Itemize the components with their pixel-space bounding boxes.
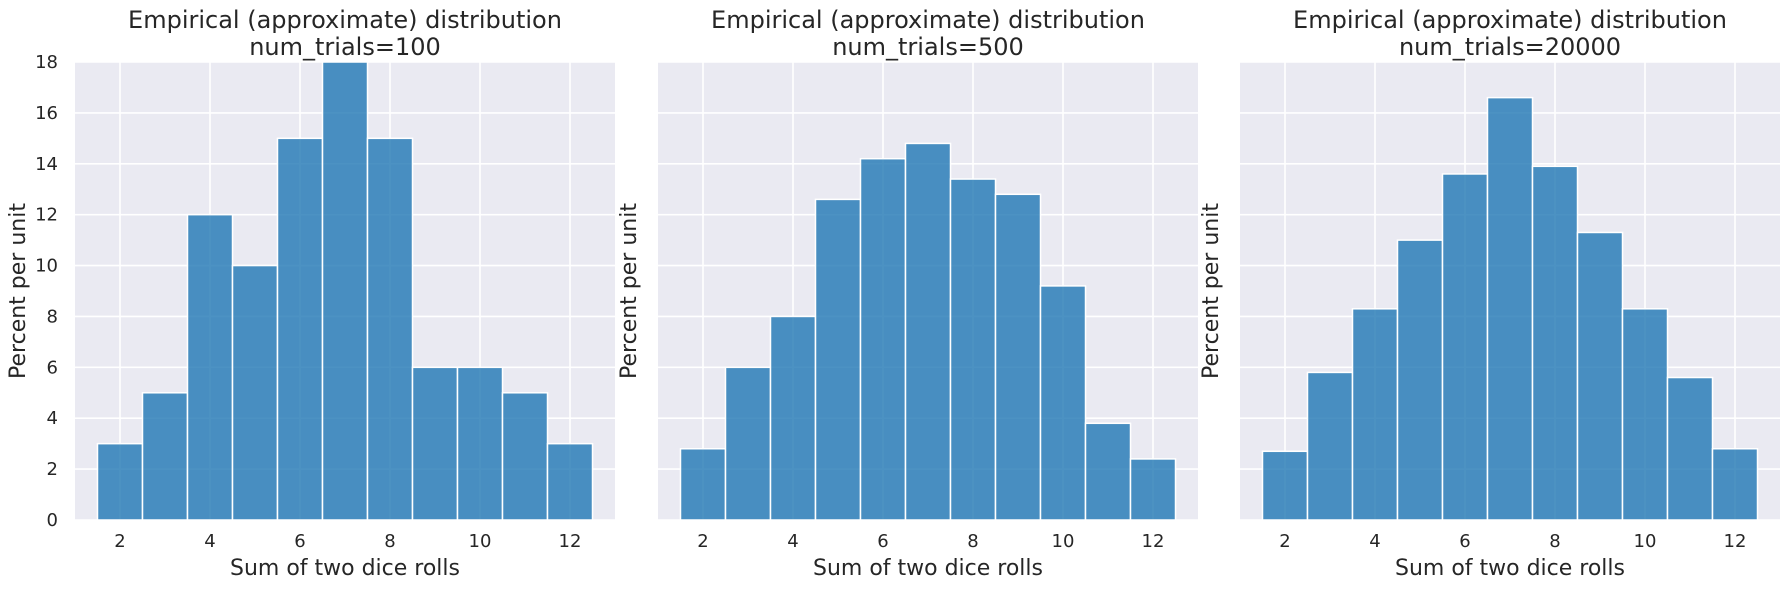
x-tick-label: 2 <box>1279 531 1290 552</box>
bar-8 <box>366 137 414 521</box>
x-axis-label: Sum of two dice rolls <box>813 556 1043 581</box>
bar-6 <box>276 137 324 521</box>
y-tick-label: 8 <box>47 306 58 327</box>
x-tick-label: 4 <box>787 531 798 552</box>
x-axis-label: Sum of two dice rolls <box>1395 556 1625 581</box>
bar-10 <box>1039 285 1087 521</box>
chart-panel-2: 2 4 6 8 10 12 Sum of two dice rolls Percent per… <box>617 6 1198 581</box>
chart-title: Empirical (approximate) distribution <box>128 6 562 34</box>
y-tick-label: 16 <box>35 103 58 124</box>
bar-5 <box>231 264 279 521</box>
bar-6 <box>1441 173 1489 521</box>
bar-6 <box>859 157 907 521</box>
bar-5 <box>1396 239 1444 521</box>
chart-subtitle: num_trials=100 <box>249 33 441 61</box>
bar-11 <box>501 392 549 521</box>
y-tick-label: 12 <box>35 205 58 226</box>
y-tick-label: 14 <box>35 154 58 175</box>
x-tick-label: 8 <box>384 531 395 552</box>
bar-10 <box>1621 308 1669 521</box>
x-tick-label: 2 <box>114 531 125 552</box>
x-tick-label: 4 <box>1369 531 1380 552</box>
bar-7 <box>1486 96 1534 521</box>
y-axis-label: Percent per unit <box>1199 203 1224 379</box>
x-tick-label: 6 <box>877 531 888 552</box>
bar-9 <box>1576 231 1624 521</box>
bar-2 <box>1261 450 1309 521</box>
bar-8 <box>1531 165 1579 521</box>
bar-4 <box>769 315 817 521</box>
y-tick-label: 18 <box>35 52 58 73</box>
bar-11 <box>1666 376 1714 521</box>
bar-3 <box>141 392 189 521</box>
y-tick-label: 10 <box>35 256 58 277</box>
x-tick-label: 10 <box>1634 531 1657 552</box>
bar-2 <box>679 448 727 521</box>
bar-3 <box>724 366 772 521</box>
x-tick-label: 8 <box>1549 531 1560 552</box>
bar-4 <box>186 213 234 521</box>
bar-12 <box>1129 458 1177 521</box>
x-tick-label: 4 <box>204 531 215 552</box>
y-tick-label: 2 <box>47 459 58 480</box>
chart-title: Empirical (approximate) distribution <box>1293 6 1727 34</box>
x-tick-label: 12 <box>1724 531 1747 552</box>
x-tick-label: 6 <box>294 531 305 552</box>
bar-3 <box>1306 371 1354 521</box>
chart-panel-3: 2 4 6 8 10 12 Sum of two dice rolls Percent per… <box>1199 6 1780 581</box>
y-tick-label: 4 <box>47 408 58 429</box>
chart-panel-1: 2 4 6 8 10 12 0 2 4 6 8 10 12 14 16 18 Sum of two dice r… <box>6 6 615 581</box>
x-tick-label: 12 <box>559 531 582 552</box>
bar-11 <box>1084 422 1132 521</box>
bar-10 <box>456 366 504 521</box>
bar-12 <box>546 442 594 521</box>
chart-title: Empirical (approximate) distribution <box>711 6 1145 34</box>
bar-4 <box>1351 308 1399 521</box>
chart-subtitle: num_trials=500 <box>832 33 1024 61</box>
y-axis-label: Percent per unit <box>617 203 642 379</box>
x-tick-label: 10 <box>1052 531 1075 552</box>
x-axis-label: Sum of two dice rolls <box>230 556 460 581</box>
x-tick-label: 12 <box>1142 531 1165 552</box>
bar-12 <box>1711 448 1759 521</box>
bar-9 <box>994 193 1042 521</box>
x-tick-label: 10 <box>469 531 492 552</box>
bar-8 <box>949 178 997 521</box>
x-tick-label: 6 <box>1459 531 1470 552</box>
bar-2 <box>96 442 144 521</box>
bar-9 <box>411 366 459 521</box>
x-tick-label: 8 <box>967 531 978 552</box>
y-tick-label: 6 <box>47 357 58 378</box>
chart-subtitle: num_trials=20000 <box>1399 33 1621 61</box>
bar-7 <box>321 61 369 521</box>
bar-5 <box>814 198 862 521</box>
y-axis-label: Percent per unit <box>6 203 31 379</box>
x-tick-label: 2 <box>697 531 708 552</box>
y-tick-label: 0 <box>47 510 58 531</box>
bar-7 <box>904 142 952 521</box>
